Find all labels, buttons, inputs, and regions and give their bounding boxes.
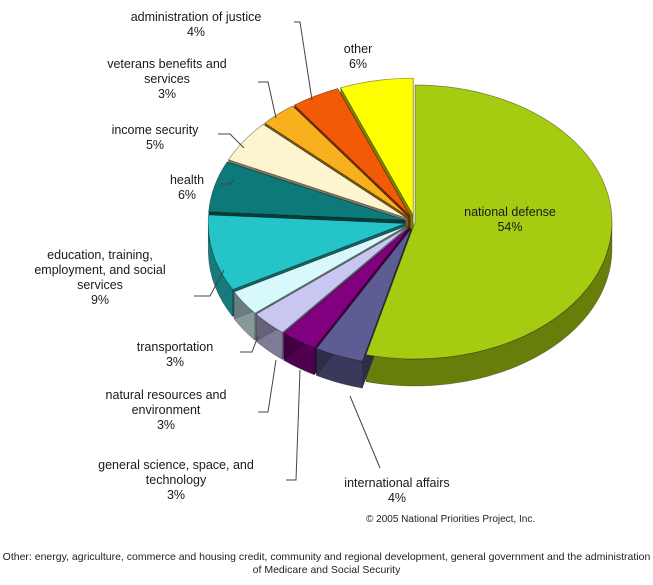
label-general-science: general science, space, and technology 3… xyxy=(60,458,292,503)
leader-line-natural-resources-and-environment xyxy=(258,359,277,413)
label-other-value: 6% xyxy=(348,57,368,71)
label-transportation-value: 3% xyxy=(165,355,185,369)
label-veterans: veterans benefits and services 3% xyxy=(72,57,262,102)
leader-line-international-affairs xyxy=(349,395,381,469)
leader-line-income-security xyxy=(218,133,245,149)
label-national-defense-value: 54% xyxy=(497,220,523,234)
label-natural-resources-value: 3% xyxy=(156,418,176,432)
pie-slices xyxy=(207,77,613,389)
leader-line-health xyxy=(220,179,235,185)
leader-line-administration-of-justice xyxy=(294,21,313,101)
label-justice-name: administration of justice xyxy=(130,10,262,24)
label-general-science-value: 3% xyxy=(166,488,186,502)
slice-education-training-employment-and-social-services xyxy=(207,214,406,290)
slice-transportation xyxy=(233,225,407,314)
leader-lines xyxy=(194,21,381,481)
slice-other xyxy=(340,77,414,217)
slice-general-science-space-and-technology xyxy=(283,227,410,349)
label-general-science-name: general science, space, and technology xyxy=(98,458,254,487)
label-education: education, training, employment, and soc… xyxy=(2,248,198,308)
label-income-security: income security 5% xyxy=(90,123,220,153)
slice-national-defense xyxy=(365,84,613,360)
label-transportation: transportation 3% xyxy=(112,340,238,370)
slice-international-affairs xyxy=(315,228,412,362)
leader-line-education-training-employment-and-social-services xyxy=(194,269,225,297)
label-health-value: 6% xyxy=(177,188,197,202)
leader-line-transportation xyxy=(240,335,259,353)
label-income-security-value: 5% xyxy=(145,138,165,152)
label-veterans-value: 3% xyxy=(157,87,177,101)
label-education-name: education, training, employment, and soc… xyxy=(34,248,166,292)
label-international-affairs: international affairs 4% xyxy=(312,476,482,506)
footnote: Other: energy, agriculture, commerce and… xyxy=(2,551,651,576)
slice-income-security xyxy=(227,123,407,219)
label-other: other 6% xyxy=(316,42,400,72)
label-national-defense: national defense 54% xyxy=(440,205,580,235)
copyright-notice: © 2005 National Priorities Project, Inc. xyxy=(366,514,536,525)
slice-health xyxy=(208,161,406,221)
slice-administration-of-justice xyxy=(293,88,411,217)
leader-line-veterans-benefits-and-services xyxy=(258,81,277,119)
label-health-name: health xyxy=(169,173,205,187)
label-justice-value: 4% xyxy=(186,25,206,39)
label-international-affairs-name: international affairs xyxy=(344,476,450,490)
leader-line-general-science-space-and-technology xyxy=(286,369,301,481)
label-other-name: other xyxy=(343,42,373,56)
label-veterans-name: veterans benefits and services xyxy=(107,57,227,86)
slice-natural-resources-and-environment xyxy=(255,226,409,333)
label-national-defense-name: national defense xyxy=(464,205,556,219)
label-transportation-name: transportation xyxy=(136,340,214,354)
label-justice: administration of justice 4% xyxy=(96,10,296,40)
slice-veterans-benefits-and-services xyxy=(264,105,409,218)
label-health: health 6% xyxy=(152,173,222,203)
label-international-affairs-value: 4% xyxy=(387,491,407,505)
label-natural-resources: natural resources and environment 3% xyxy=(78,388,254,433)
label-income-security-name: income security xyxy=(111,123,199,137)
label-natural-resources-name: natural resources and environment xyxy=(105,388,227,417)
label-education-value: 9% xyxy=(90,293,110,307)
